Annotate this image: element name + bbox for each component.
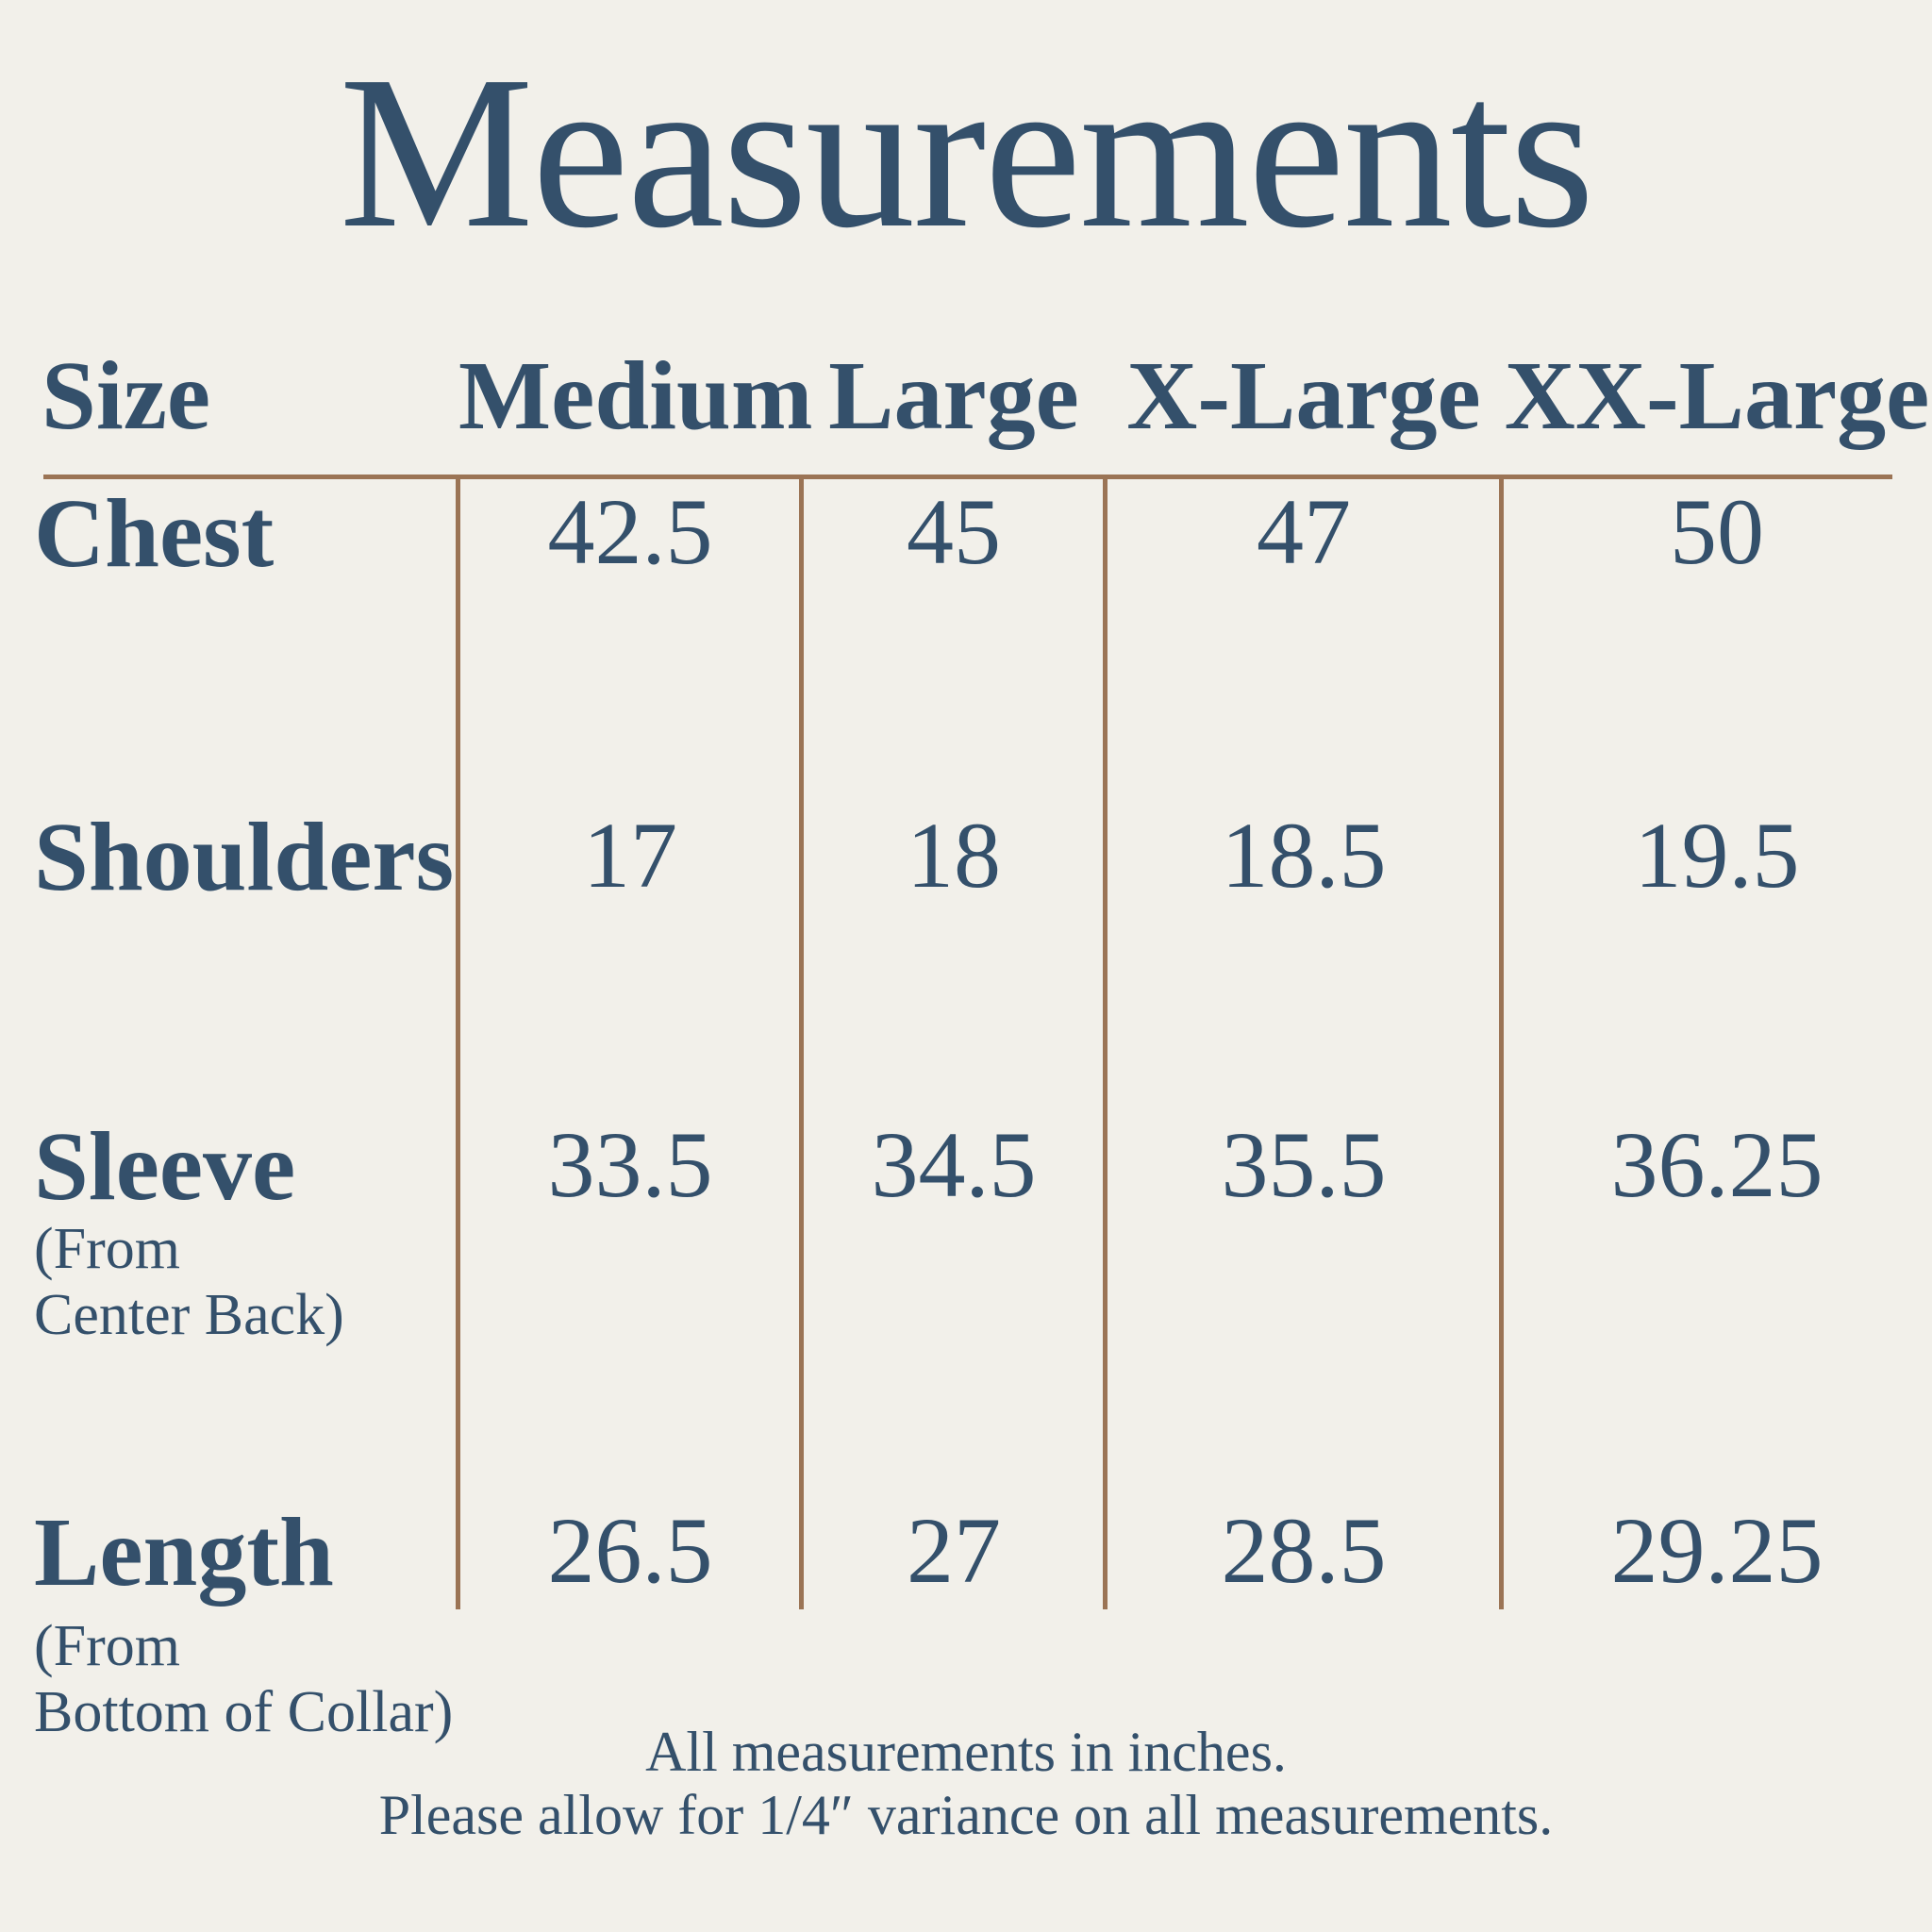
footnotes: All measurements in inches. Please allow… xyxy=(0,1721,1932,1847)
row-sublabel-length-line1: (From xyxy=(34,1614,180,1678)
column-header-xlarge: X-Large xyxy=(1126,341,1481,450)
value-sleeve-large: 34.5 xyxy=(871,1112,1037,1217)
row-sublabel-length-line2: Bottom of Collar) xyxy=(34,1680,454,1745)
table-row-sleeve: Sleeve (From Center Back) 33.5 34.5 35.5… xyxy=(0,1118,1932,1348)
row-label-sleeve: Sleeve (From Center Back) xyxy=(0,1118,458,1348)
value-chest-medium: 42.5 xyxy=(547,479,713,584)
column-header-medium: Medium xyxy=(458,341,813,450)
page-title: Measurements xyxy=(339,31,1595,274)
column-divider-1 xyxy=(456,477,460,1609)
row-label-length-text: Length xyxy=(34,1498,334,1607)
row-label-shoulders: Shoulders xyxy=(34,803,455,911)
column-header-size: Size xyxy=(42,341,211,450)
table-row-length: Length (From Bottom of Collar) 26.5 27 2… xyxy=(0,1504,1932,1745)
row-sublabel-sleeve-line2: Center Back) xyxy=(34,1283,344,1348)
value-chest-xlarge: 47 xyxy=(1257,479,1351,584)
value-shoulders-xxlarge: 19.5 xyxy=(1634,803,1800,908)
row-label-chest: Chest xyxy=(34,479,275,588)
value-length-large: 27 xyxy=(907,1498,1001,1603)
value-sleeve-xlarge: 35.5 xyxy=(1221,1112,1387,1217)
table-header-row: Size Medium Large X-Large XX-Large xyxy=(0,347,1932,445)
value-length-xxlarge: 29.25 xyxy=(1610,1498,1824,1603)
column-header-xxlarge: XX-Large xyxy=(1504,341,1930,450)
value-sleeve-xxlarge: 36.25 xyxy=(1610,1112,1824,1217)
value-shoulders-medium: 17 xyxy=(583,803,677,908)
column-divider-4 xyxy=(1499,477,1504,1609)
value-length-medium: 26.5 xyxy=(547,1498,713,1603)
header-divider-rule xyxy=(43,475,1892,479)
table-row-chest: Chest 42.5 45 47 50 xyxy=(0,485,1932,583)
value-shoulders-large: 18 xyxy=(907,803,1001,908)
column-header-large: Large xyxy=(828,341,1079,450)
value-chest-large: 45 xyxy=(907,479,1001,584)
value-length-xlarge: 28.5 xyxy=(1221,1498,1387,1603)
row-label-sleeve-text: Sleeve xyxy=(34,1112,296,1221)
value-chest-xxlarge: 50 xyxy=(1670,479,1764,584)
column-divider-3 xyxy=(1103,477,1108,1609)
value-shoulders-xlarge: 18.5 xyxy=(1221,803,1387,908)
row-label-length: Length (From Bottom of Collar) xyxy=(0,1504,458,1745)
value-sleeve-medium: 33.5 xyxy=(547,1112,713,1217)
footnote-variance: Please allow for 1/4″ variance on all me… xyxy=(378,1784,1554,1847)
row-sublabel-sleeve-line1: (From xyxy=(34,1217,180,1281)
table-row-shoulders: Shoulders 17 18 18.5 19.5 xyxy=(0,808,1932,907)
column-divider-2 xyxy=(799,477,804,1609)
footnote-units: All measurements in inches. xyxy=(645,1721,1287,1783)
